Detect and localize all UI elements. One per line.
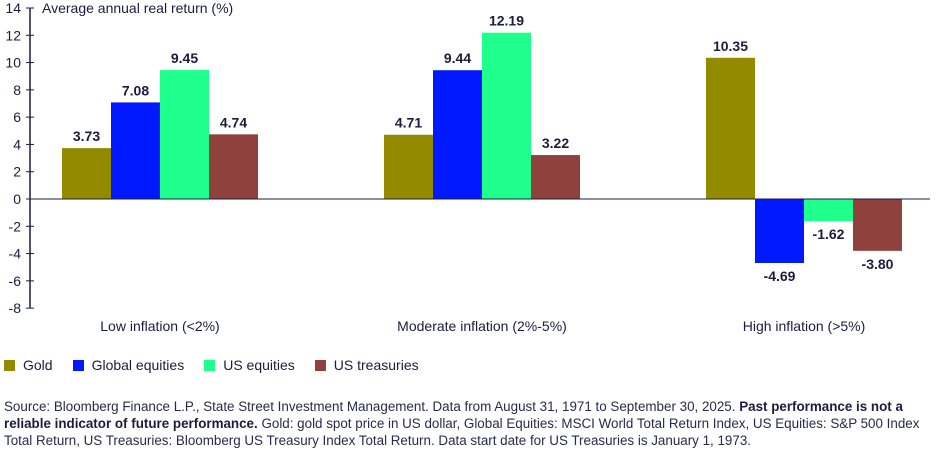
y-tick-label: 8 (13, 82, 21, 98)
y-tick-label: 6 (13, 109, 21, 125)
data-label: 9.45 (171, 50, 198, 66)
bar-us-equities (804, 199, 853, 222)
y-tick-label: -2 (9, 218, 22, 234)
y-tick-label: -8 (9, 300, 22, 316)
bar-us-treasuries (209, 134, 258, 199)
bar-us-equities (482, 32, 531, 199)
data-label: -4.69 (764, 268, 796, 284)
bar-global-equities (755, 199, 804, 263)
bar-us-treasuries (853, 199, 902, 251)
y-tick-label: 14 (5, 0, 21, 16)
footnote-disclaimer: Past performance is not a reliable indic… (4, 399, 903, 431)
legend-swatch (4, 359, 15, 371)
y-tick-label: 4 (13, 136, 21, 152)
legend-label: US treasuries (333, 357, 419, 373)
legend-item: Gold (4, 357, 53, 373)
legend-item: Global equities (72, 357, 185, 373)
y-tick-label: 2 (13, 164, 21, 180)
footnote-source: Source: Bloomberg Finance L.P., State St… (4, 399, 740, 414)
legend-label: Global equities (91, 357, 185, 373)
data-label: 3.22 (542, 135, 569, 151)
data-label: 4.74 (220, 114, 247, 130)
bar-gold (62, 148, 111, 199)
bar-gold (384, 134, 433, 199)
legend-swatch (204, 359, 216, 371)
y-tick-label: 12 (5, 27, 21, 43)
legend-label: US equities (223, 357, 295, 373)
category-label: Moderate inflation (2%-5%) (397, 318, 567, 334)
bar-chart: -8 -6 -4 -2 0 2 4 6 8 10 12 14 Average annual real r… (5, 0, 930, 334)
y-tick-label: -4 (9, 246, 22, 262)
category-label: Low inflation (<2%) (100, 318, 219, 334)
bar-us-treasuries (531, 155, 580, 199)
data-label: 9.44 (444, 50, 471, 66)
legend-item: US treasuries (314, 357, 419, 373)
bar-global-equities (433, 70, 482, 199)
category-label: High inflation (>5%) (743, 318, 866, 334)
legend: Gold Global equities US equities US treasur… (4, 357, 419, 373)
legend-swatch (72, 359, 84, 371)
y-tick-label: -6 (9, 273, 22, 289)
data-label: 7.08 (122, 82, 149, 98)
legend-item: US equities (204, 357, 295, 373)
bar-gold (706, 57, 755, 199)
legend-swatch (314, 359, 326, 371)
data-label: -3.80 (862, 256, 894, 272)
y-tick-label: 10 (5, 55, 21, 71)
bar-global-equities (111, 102, 160, 199)
data-label: 12.19 (489, 13, 524, 29)
footnote: Source: Bloomberg Finance L.P., State St… (4, 398, 934, 449)
data-label: 10.35 (713, 38, 748, 54)
bar-us-equities (160, 70, 209, 199)
data-label: -1.62 (813, 226, 845, 242)
y-tick-label: 0 (13, 191, 21, 207)
data-label: 3.73 (73, 128, 100, 144)
data-label: 4.71 (395, 115, 422, 131)
footnote-definitions: Gold: gold spot price in US dollar, Glob… (4, 416, 920, 448)
y-axis-title: Average annual real return (%) (42, 0, 233, 16)
legend-label: Gold (23, 357, 53, 373)
